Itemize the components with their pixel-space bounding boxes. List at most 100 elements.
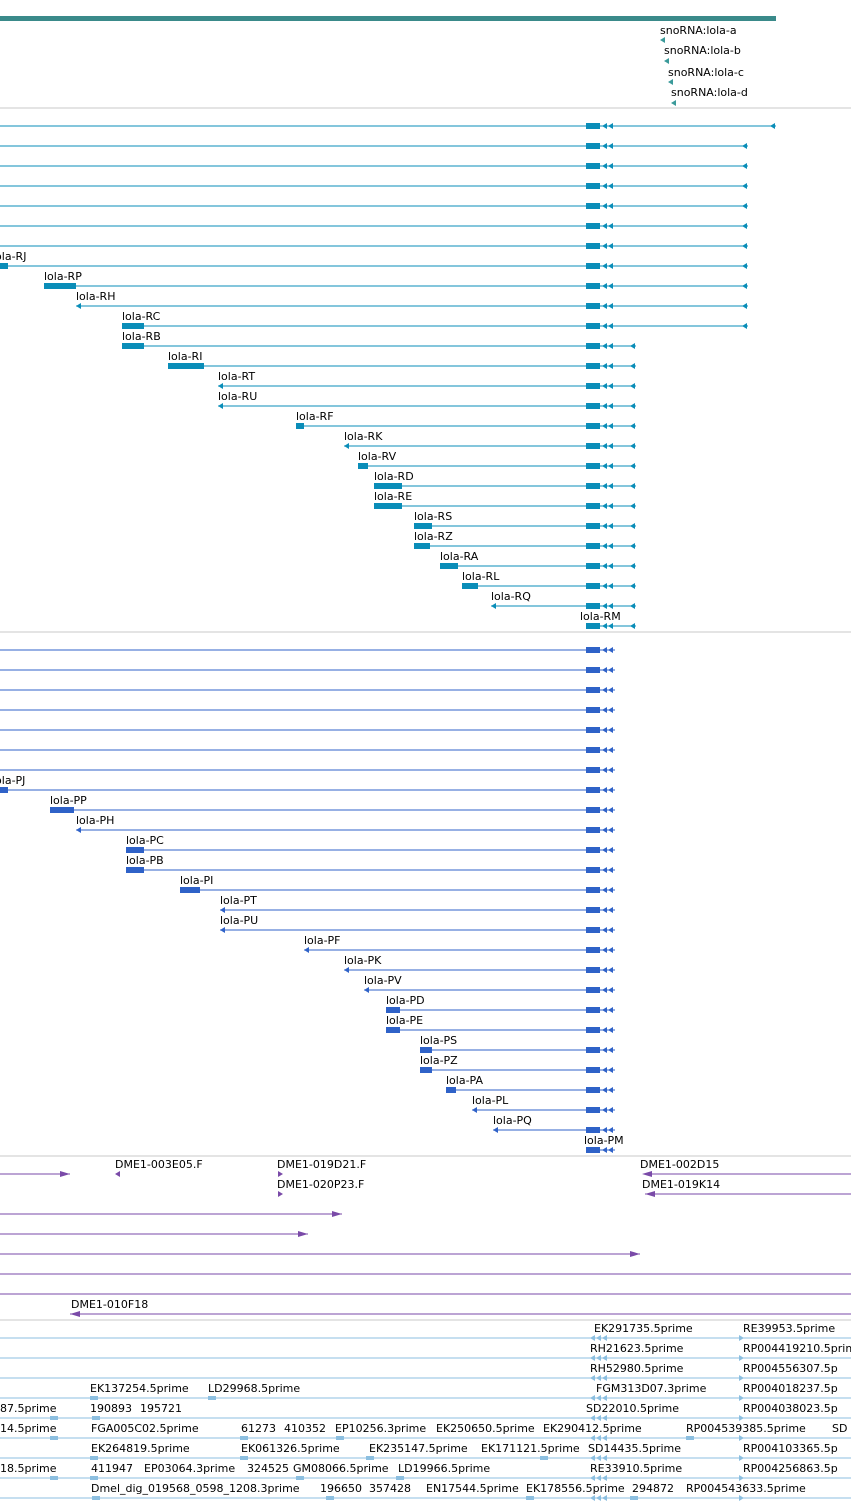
isoform-row[interactable] xyxy=(0,667,615,673)
isoform-row[interactable]: lola-PD xyxy=(386,994,615,1013)
isoform-row[interactable]: lola-RF xyxy=(296,410,636,429)
strand-arrow xyxy=(602,563,607,569)
isoform-row[interactable]: lola-RJ xyxy=(0,250,748,269)
isoform-row[interactable]: lola-RH xyxy=(76,290,748,309)
isoform-row[interactable]: lola-PK xyxy=(344,954,615,973)
clone-label: DME1-002D15 xyxy=(640,1158,719,1171)
isoform-row[interactable]: lola-RL xyxy=(462,570,636,589)
isoform-row[interactable] xyxy=(0,707,615,713)
strand-arrow xyxy=(608,603,613,609)
isoform-row[interactable]: lola-PZ xyxy=(420,1054,615,1073)
isoform-row[interactable]: lola-PJ xyxy=(0,774,615,793)
snorna-feature[interactable]: snoRNA:lola-d xyxy=(671,86,748,106)
snorna-feature[interactable]: snoRNA:lola-a xyxy=(660,24,737,43)
isoform-row[interactable]: lola-PC xyxy=(126,834,615,853)
strand-arrow xyxy=(608,123,613,129)
strand-arrow xyxy=(630,503,635,509)
est-row[interactable] xyxy=(0,1395,851,1401)
snorna-arrow xyxy=(668,79,673,85)
isoform-row[interactable]: lola-PH xyxy=(76,814,615,833)
est-label: SD14435.5prime xyxy=(588,1442,681,1455)
isoform-row[interactable]: lola-RC xyxy=(122,310,748,329)
clone-feature[interactable] xyxy=(645,1191,851,1197)
isoform-row[interactable]: lola-PA xyxy=(446,1074,615,1093)
isoform-row[interactable] xyxy=(0,183,748,189)
isoform-row[interactable] xyxy=(0,203,748,209)
strand-arrow xyxy=(602,1047,607,1053)
isoform-row[interactable]: lola-PT xyxy=(220,894,615,913)
exon-block xyxy=(586,827,600,833)
isoform-row[interactable]: lola-RI xyxy=(168,350,636,369)
isoform-row[interactable]: lola-PQ xyxy=(493,1114,615,1133)
exon-block xyxy=(126,867,144,873)
clone-feature[interactable] xyxy=(0,1231,308,1237)
isoform-row[interactable]: lola-RA xyxy=(440,550,636,569)
est-row[interactable] xyxy=(0,1435,851,1441)
est-row[interactable] xyxy=(0,1355,851,1361)
est-row[interactable] xyxy=(0,1335,851,1341)
isoform-row[interactable] xyxy=(0,747,615,753)
est-arrow xyxy=(739,1335,744,1341)
snorna-feature[interactable]: snoRNA:lola-b xyxy=(664,44,741,64)
isoform-row[interactable]: lola-RT xyxy=(218,370,636,389)
est-row[interactable] xyxy=(0,1455,851,1461)
isoform-row[interactable]: lola-PE xyxy=(386,1014,615,1033)
isoform-row[interactable]: lola-PI xyxy=(180,874,615,893)
isoform-row[interactable] xyxy=(0,243,748,249)
clone-end-marker xyxy=(630,1251,640,1257)
exon-block xyxy=(586,623,600,629)
strand-arrow xyxy=(608,203,613,209)
isoform-row[interactable]: lola-PV xyxy=(364,974,615,993)
isoform-row[interactable]: lola-RS xyxy=(414,510,636,529)
isoform-row[interactable]: lola-RU xyxy=(218,390,636,409)
est-row[interactable] xyxy=(0,1415,851,1421)
isoform-row[interactable] xyxy=(0,687,615,693)
isoform-row[interactable]: lola-PF xyxy=(304,934,615,953)
strand-arrow xyxy=(608,543,613,549)
isoform-row[interactable] xyxy=(0,767,615,773)
clone-feature[interactable] xyxy=(70,1311,851,1317)
isoform-row[interactable]: lola-PU xyxy=(220,914,615,933)
exon-block xyxy=(586,1047,600,1053)
isoform-row[interactable]: lola-RP xyxy=(44,270,748,289)
isoform-row[interactable] xyxy=(0,223,748,229)
isoform-row[interactable] xyxy=(0,647,615,653)
clone-feature[interactable] xyxy=(0,1251,640,1257)
est-row[interactable] xyxy=(0,1495,851,1501)
est-row[interactable] xyxy=(0,1475,851,1481)
isoform-row[interactable]: lola-PS xyxy=(420,1034,615,1053)
isoform-row[interactable]: lola-PL xyxy=(472,1094,615,1113)
est-arrow xyxy=(590,1335,595,1341)
isoform-label: lola-RV xyxy=(358,450,397,463)
est-label: 357428 xyxy=(369,1482,411,1495)
isoform-row[interactable]: lola-RM xyxy=(580,610,636,629)
strand-arrow xyxy=(602,463,607,469)
isoform-row[interactable]: lola-PP xyxy=(50,794,615,813)
est-label: EK137254.5prime xyxy=(90,1382,189,1395)
clone-feature[interactable] xyxy=(0,1211,342,1217)
strand-arrow xyxy=(608,383,613,389)
est-block xyxy=(336,1436,344,1440)
strand-arrow xyxy=(742,323,747,329)
clone-feature[interactable] xyxy=(0,1171,70,1177)
isoform-row[interactable] xyxy=(0,123,776,129)
isoform-row[interactable] xyxy=(0,727,615,733)
isoform-row[interactable]: lola-RV xyxy=(358,450,636,469)
isoform-row[interactable]: lola-RQ xyxy=(491,590,636,609)
isoform-row[interactable] xyxy=(0,143,748,149)
isoform-row[interactable]: lola-RZ xyxy=(414,530,636,549)
strand-arrow xyxy=(608,623,613,629)
isoform-row[interactable] xyxy=(0,163,748,169)
isoform-row[interactable]: lola-RK xyxy=(344,430,636,449)
isoform-row[interactable]: lola-RB xyxy=(122,330,636,349)
exon-block xyxy=(586,243,600,249)
strand-arrow xyxy=(608,647,613,653)
isoform-row[interactable]: lola-PM xyxy=(584,1134,624,1153)
est-row[interactable] xyxy=(0,1375,851,1381)
isoform-row[interactable]: lola-RD xyxy=(374,470,636,489)
isoform-row[interactable]: lola-PB xyxy=(126,854,615,873)
isoform-row[interactable]: lola-RE xyxy=(374,490,636,509)
strand-arrow xyxy=(602,203,607,209)
snorna-feature[interactable]: snoRNA:lola-c xyxy=(668,66,744,85)
